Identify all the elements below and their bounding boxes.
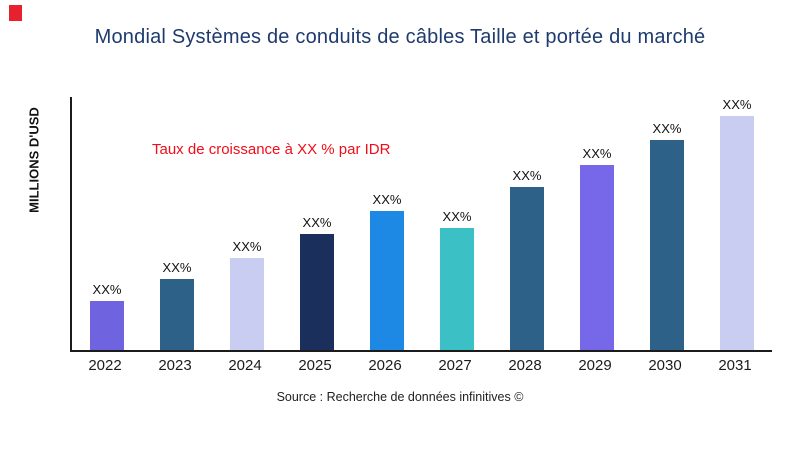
bar-2025	[300, 233, 334, 350]
bar-group: XX%	[352, 97, 422, 350]
bar-value-label: XX%	[302, 214, 332, 230]
bar-2027	[440, 227, 474, 350]
x-tick-label: 2024	[228, 357, 262, 374]
x-axis-labels: 2022 2023 2024 2025 2026 2027 2028 2029 2030 2031	[70, 357, 770, 374]
bar-2022	[90, 301, 124, 350]
bar-2031	[720, 116, 754, 350]
bar-2023	[160, 279, 194, 350]
bar-2029	[580, 164, 614, 350]
x-tick-label: 2025	[298, 357, 332, 374]
bar-group: XX%	[562, 97, 632, 350]
bar-group: XX%	[72, 97, 142, 350]
x-tick-label: 2031	[718, 357, 752, 374]
brand-mark	[9, 5, 22, 21]
bar-group: XX%	[632, 97, 702, 350]
bar-value-label: XX%	[722, 97, 752, 113]
bar-value-label: XX%	[372, 192, 402, 208]
y-axis-label: MILLIONS D'USD	[26, 107, 42, 213]
bars-container: XX% XX% XX% XX% XX% XX% XX% XX% XX% XX%	[72, 97, 772, 350]
x-tick-label: 2026	[368, 357, 402, 374]
chart-title: Mondial Systèmes de conduits de câbles T…	[94, 26, 706, 48]
x-tick-label: 2028	[508, 357, 542, 374]
plot-area: Taux de croissance à XX % par IDR XX% XX%…	[70, 97, 772, 352]
bar-group: XX%	[142, 97, 212, 350]
growth-annotation: Taux de croissance à XX % par IDR	[152, 141, 391, 158]
x-tick-label: 2029	[578, 357, 612, 374]
bar-group: XX%	[422, 97, 492, 350]
bar-group: XX%	[282, 97, 352, 350]
x-tick-label: 2023	[158, 357, 192, 374]
bar-group: XX%	[702, 97, 772, 350]
bar-2024	[230, 257, 264, 350]
bar-value-label: XX%	[652, 120, 682, 136]
bar-value-label: XX%	[92, 282, 122, 298]
bar-value-label: XX%	[442, 208, 472, 224]
bar-value-label: XX%	[232, 238, 262, 254]
source-text: Source : Recherche de données infinitive…	[276, 390, 524, 404]
x-tick-label: 2022	[88, 357, 122, 374]
bar-group: XX%	[492, 97, 562, 350]
bar-value-label: XX%	[512, 168, 542, 184]
bar-value-label: XX%	[162, 260, 192, 276]
bar-2026	[370, 211, 404, 350]
x-tick-label: 2027	[438, 357, 472, 374]
x-tick-label: 2030	[648, 357, 682, 374]
bar-2028	[510, 187, 544, 350]
bar-group: XX%	[212, 97, 282, 350]
bar-value-label: XX%	[582, 145, 612, 161]
bar-2030	[650, 139, 684, 350]
